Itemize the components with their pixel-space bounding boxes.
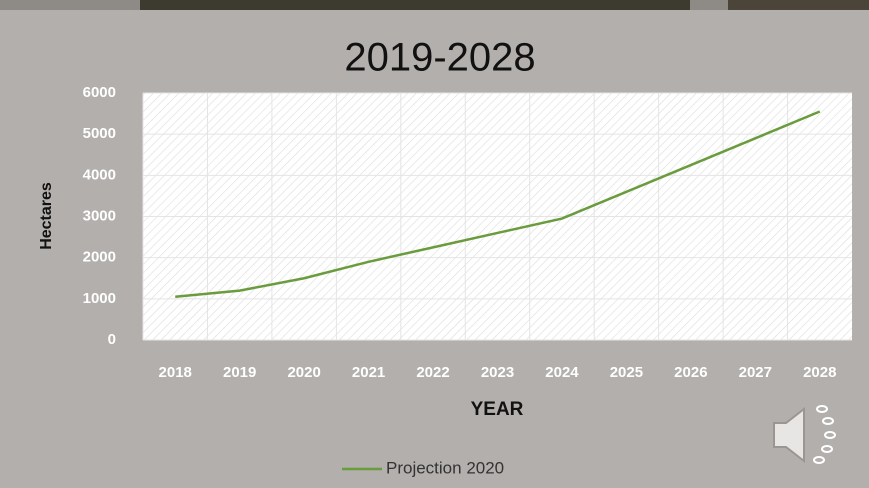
x-axis-title: YEAR xyxy=(471,399,524,420)
y-axis-title: Hectares xyxy=(38,182,55,250)
y-tick-label: 1000 xyxy=(83,290,116,307)
x-tick-label: 2025 xyxy=(610,364,643,381)
speaker-icon[interactable] xyxy=(773,405,836,464)
x-tick-label: 2019 xyxy=(223,364,256,381)
x-tick-label: 2021 xyxy=(352,364,385,381)
x-tick-label: 2024 xyxy=(545,364,579,381)
x-tick-label: 2023 xyxy=(481,364,514,381)
legend-label: Projection 2020 xyxy=(386,458,504,477)
x-tick-label: 2026 xyxy=(674,364,707,381)
y-tick-label: 2000 xyxy=(83,249,116,266)
y-tick-label: 0 xyxy=(108,331,116,348)
y-tick-label: 5000 xyxy=(83,125,116,142)
top-image xyxy=(728,0,869,10)
x-tick-label: 2027 xyxy=(739,364,772,381)
x-tick-label: 2020 xyxy=(287,364,320,381)
y-tick-label: 4000 xyxy=(83,166,116,183)
x-tick-label: 2018 xyxy=(159,364,192,381)
x-tick-label: 2028 xyxy=(803,364,836,381)
y-tick-label: 6000 xyxy=(83,84,116,101)
x-tick-label: 2022 xyxy=(416,364,449,381)
chart-title: 2019-2028 xyxy=(344,36,535,80)
data-line xyxy=(175,110,821,299)
top-image xyxy=(140,0,690,10)
y-tick-label: 3000 xyxy=(83,207,116,224)
